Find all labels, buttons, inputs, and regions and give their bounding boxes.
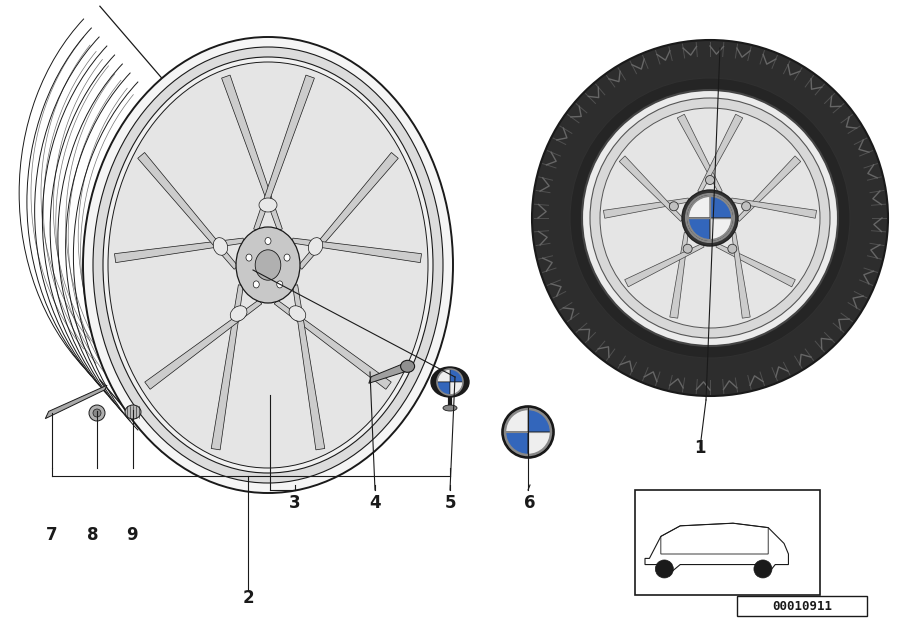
Ellipse shape	[265, 237, 271, 244]
Wedge shape	[450, 382, 463, 395]
Text: 9: 9	[126, 526, 138, 544]
Ellipse shape	[400, 360, 415, 372]
Circle shape	[728, 244, 737, 253]
Ellipse shape	[431, 367, 469, 397]
Polygon shape	[254, 75, 314, 231]
Circle shape	[93, 409, 101, 417]
Polygon shape	[292, 284, 325, 450]
Circle shape	[706, 175, 715, 185]
Text: 00010911: 00010911	[772, 599, 832, 613]
Ellipse shape	[93, 47, 443, 483]
Wedge shape	[528, 432, 551, 455]
Text: 5: 5	[445, 494, 455, 512]
Circle shape	[89, 405, 105, 421]
Ellipse shape	[230, 306, 247, 321]
Bar	[635, 490, 820, 595]
Polygon shape	[114, 238, 244, 263]
Ellipse shape	[236, 227, 300, 303]
Polygon shape	[45, 385, 107, 418]
Ellipse shape	[253, 281, 259, 288]
Polygon shape	[736, 156, 801, 222]
Polygon shape	[732, 232, 751, 318]
Circle shape	[570, 78, 850, 358]
Circle shape	[683, 244, 692, 253]
Wedge shape	[688, 196, 710, 218]
Wedge shape	[505, 409, 528, 432]
Polygon shape	[716, 243, 796, 287]
Polygon shape	[731, 198, 816, 218]
Polygon shape	[274, 300, 392, 389]
Polygon shape	[603, 198, 688, 218]
Ellipse shape	[246, 254, 252, 261]
Wedge shape	[710, 196, 732, 218]
Circle shape	[600, 108, 820, 328]
Wedge shape	[450, 369, 463, 382]
Ellipse shape	[284, 254, 290, 261]
Text: 8: 8	[87, 526, 99, 544]
Wedge shape	[505, 432, 528, 455]
Ellipse shape	[108, 62, 428, 468]
Ellipse shape	[83, 37, 453, 493]
Polygon shape	[138, 152, 238, 269]
Polygon shape	[145, 300, 262, 389]
Wedge shape	[710, 218, 732, 240]
Text: 7: 7	[46, 526, 58, 544]
Circle shape	[686, 194, 734, 242]
Text: 1: 1	[694, 439, 706, 457]
Polygon shape	[292, 238, 421, 263]
Ellipse shape	[103, 57, 433, 473]
Ellipse shape	[277, 281, 283, 288]
Circle shape	[502, 406, 554, 458]
Bar	[737, 596, 867, 616]
Ellipse shape	[309, 237, 323, 255]
Ellipse shape	[443, 405, 457, 411]
Polygon shape	[298, 152, 399, 269]
Polygon shape	[369, 361, 410, 384]
Ellipse shape	[213, 237, 228, 255]
Wedge shape	[437, 369, 450, 382]
Circle shape	[742, 202, 751, 211]
Ellipse shape	[289, 306, 306, 321]
Wedge shape	[688, 218, 710, 240]
Polygon shape	[698, 114, 742, 193]
Polygon shape	[212, 284, 243, 450]
Text: 2: 2	[242, 589, 254, 607]
Wedge shape	[528, 409, 551, 432]
Ellipse shape	[259, 198, 277, 212]
Wedge shape	[437, 382, 450, 395]
Polygon shape	[677, 114, 723, 193]
Polygon shape	[625, 243, 704, 287]
Polygon shape	[221, 75, 283, 231]
Ellipse shape	[256, 250, 281, 280]
Polygon shape	[670, 232, 688, 318]
Polygon shape	[619, 156, 683, 222]
Circle shape	[582, 90, 838, 346]
Circle shape	[682, 190, 738, 246]
Circle shape	[532, 40, 888, 396]
Circle shape	[655, 560, 673, 578]
Text: 4: 4	[369, 494, 381, 512]
Text: 3: 3	[289, 494, 301, 512]
Circle shape	[670, 202, 679, 211]
Text: 6: 6	[524, 494, 536, 512]
Circle shape	[590, 98, 830, 338]
Circle shape	[754, 560, 772, 578]
Ellipse shape	[125, 405, 141, 419]
